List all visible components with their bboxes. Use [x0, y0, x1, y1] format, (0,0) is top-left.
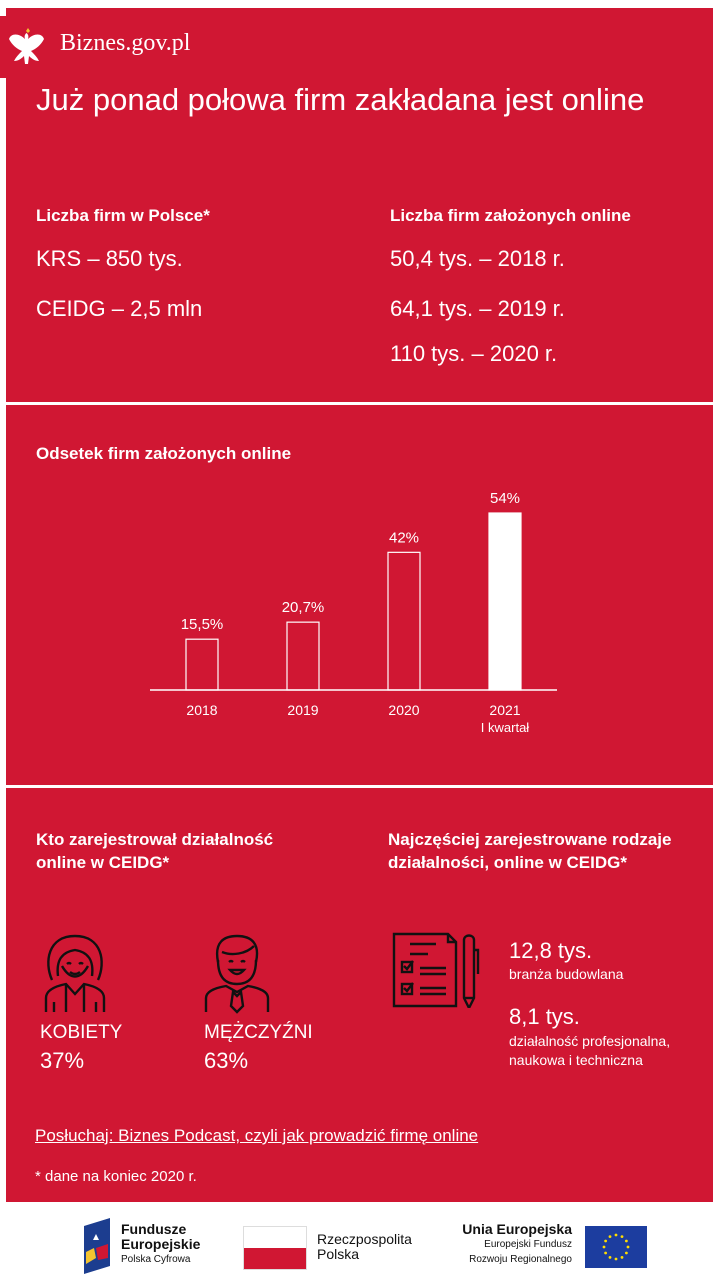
- chart-panel: Odsetek firm założonych online 15,5% 2018…: [6, 405, 713, 785]
- category-label: 2018: [186, 702, 217, 718]
- checklist-document-icon: [392, 932, 480, 1008]
- funding-logos: Fundusze Europejskie Polska Cyfrowa Rzec…: [0, 1210, 720, 1280]
- type-1-description: branża budowlana: [509, 966, 624, 982]
- eu-star: [608, 1235, 612, 1239]
- type-2-description-line2: naukowa i techniczna: [509, 1052, 643, 1068]
- bar-2019: [286, 621, 320, 691]
- eu-star: [624, 1239, 628, 1243]
- who-heading-line2: online w CEIDG*: [36, 853, 170, 872]
- value-label: 54%: [490, 490, 520, 507]
- eu-star: [608, 1255, 612, 1259]
- men-percentage: 63%: [204, 1048, 249, 1073]
- summary-panel: Już ponad połowa firm zakładana jest onl…: [6, 8, 713, 402]
- online-2019: 64,1 tys. – 2019 r.: [390, 296, 565, 321]
- podcast-link[interactable]: Posłuchaj: Biznes Podcast, czyli jak pro…: [35, 1126, 479, 1145]
- eu-star: [604, 1239, 608, 1243]
- type-2-description-line1: działalność profesjonalna,: [509, 1033, 671, 1049]
- type-2-description: działalność profesjonalna, naukowa i tec…: [509, 1032, 670, 1070]
- fe-line3: Polska Cyfrowa: [121, 1254, 191, 1265]
- rp-line2: Polska: [317, 1246, 360, 1262]
- who-heading: Kto zarejestrował działalność online w C…: [36, 828, 273, 874]
- category-label: 2020: [388, 702, 419, 718]
- types-heading-line1: Najczęściej zarejestrowane rodzaje: [388, 830, 672, 849]
- fe-line2: Europejskie: [121, 1236, 201, 1252]
- online-2020: 110 tys. – 2020 r.: [390, 341, 558, 366]
- women-percentage: 37%: [40, 1048, 85, 1073]
- type-1-value: 12,8 tys.: [509, 938, 593, 963]
- chart-title: Odsetek firm założonych online: [36, 444, 292, 463]
- header-logo[interactable]: Biznes.gov.pl: [0, 16, 234, 78]
- bar-chart: 15,5% 2018 20,7% 2019 42% 2020 54% 2021 I kwarta…: [150, 490, 557, 735]
- footnote: * dane na koniec 2020 r.: [35, 1168, 197, 1185]
- rp-line1: Rzeczpospolita: [317, 1231, 412, 1247]
- category-label: 2019: [287, 702, 318, 718]
- page-title: Już ponad połowa firm zakładana jest onl…: [36, 82, 645, 117]
- types-heading: Najczęściej zarejestrowane rodzaje dział…: [388, 828, 671, 874]
- ue-line2: Europejski Fundusz: [484, 1239, 572, 1250]
- eu-star: [614, 1257, 618, 1261]
- brand-name: Biznes.gov.pl: [60, 30, 191, 56]
- category-sublabel: I kwartał: [481, 720, 530, 735]
- polish-flag-icon: [243, 1226, 307, 1270]
- online-2018: 50,4 tys. – 2018 r.: [390, 246, 565, 271]
- bar-2021: [488, 512, 522, 691]
- bar-2020: [387, 551, 421, 691]
- eu-star: [624, 1251, 628, 1255]
- fe-line1: Fundusze: [121, 1221, 187, 1237]
- men-label: MĘŻCZYŹNI: [204, 1022, 313, 1043]
- details-panel: Kto zarejestrował działalność online w C…: [6, 788, 713, 1202]
- types-heading-line2: działalności, online w CEIDG*: [388, 853, 627, 872]
- eu-star: [620, 1255, 624, 1259]
- man-icon: [204, 934, 270, 1014]
- eu-star: [620, 1235, 624, 1239]
- value-label: 42%: [389, 529, 419, 546]
- fundusze-europejskie-logo-icon: [84, 1218, 110, 1274]
- woman-icon: [44, 934, 106, 1012]
- ue-line3: Rozwoju Regionalnego: [469, 1254, 572, 1265]
- eu-star: [604, 1251, 608, 1255]
- eagle-emblem-icon: [9, 28, 44, 64]
- who-heading-line1: Kto zarejestrował działalność: [36, 830, 274, 849]
- eu-star: [602, 1245, 606, 1249]
- women-label: KOBIETY: [40, 1022, 123, 1043]
- value-label: 15,5%: [181, 616, 224, 633]
- ue-line1: Unia Europejska: [462, 1221, 572, 1237]
- eu-star: [626, 1245, 630, 1249]
- eu-star: [614, 1233, 618, 1237]
- eu-flag-icon: [585, 1226, 647, 1268]
- krs-count: KRS – 850 tys.: [36, 246, 183, 271]
- firms-online-heading: Liczba firm założonych online: [390, 206, 631, 225]
- firms-poland-heading: Liczba firm w Polsce*: [36, 206, 210, 225]
- ceidg-count: CEIDG – 2,5 mln: [36, 296, 203, 321]
- category-label: 2021: [489, 702, 520, 718]
- type-2-value: 8,1 tys.: [509, 1004, 580, 1029]
- bar-2018: [185, 638, 219, 691]
- value-label: 20,7%: [282, 599, 325, 616]
